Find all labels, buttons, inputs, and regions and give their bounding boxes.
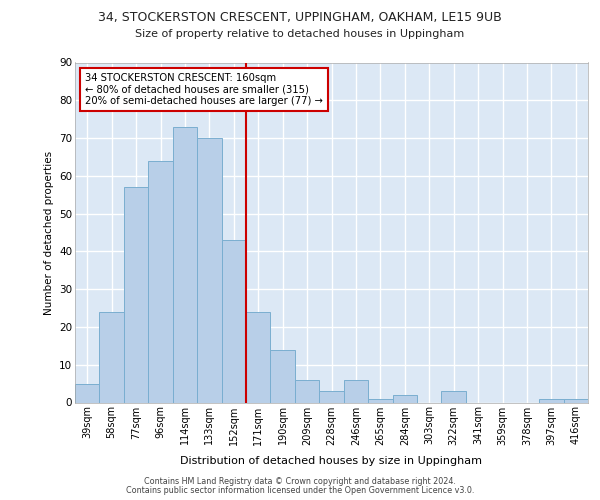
- Bar: [392, 395, 417, 402]
- Bar: [173, 126, 197, 402]
- Text: Contains public sector information licensed under the Open Government Licence v3: Contains public sector information licen…: [126, 486, 474, 495]
- Bar: [563, 398, 588, 402]
- Bar: [75, 384, 100, 402]
- Bar: [197, 138, 221, 402]
- Bar: [539, 398, 563, 402]
- Bar: [344, 380, 368, 402]
- Bar: [271, 350, 295, 403]
- Bar: [319, 391, 344, 402]
- Bar: [148, 160, 173, 402]
- Bar: [246, 312, 271, 402]
- Bar: [221, 240, 246, 402]
- X-axis label: Distribution of detached houses by size in Uppingham: Distribution of detached houses by size …: [181, 456, 482, 466]
- Text: Contains HM Land Registry data © Crown copyright and database right 2024.: Contains HM Land Registry data © Crown c…: [144, 477, 456, 486]
- Text: Size of property relative to detached houses in Uppingham: Size of property relative to detached ho…: [136, 29, 464, 39]
- Bar: [124, 187, 148, 402]
- Text: 34, STOCKERSTON CRESCENT, UPPINGHAM, OAKHAM, LE15 9UB: 34, STOCKERSTON CRESCENT, UPPINGHAM, OAK…: [98, 11, 502, 24]
- Bar: [295, 380, 319, 402]
- Text: 34 STOCKERSTON CRESCENT: 160sqm
← 80% of detached houses are smaller (315)
20% o: 34 STOCKERSTON CRESCENT: 160sqm ← 80% of…: [85, 72, 323, 106]
- Bar: [442, 391, 466, 402]
- Bar: [100, 312, 124, 402]
- Bar: [368, 398, 392, 402]
- Y-axis label: Number of detached properties: Number of detached properties: [44, 150, 53, 314]
